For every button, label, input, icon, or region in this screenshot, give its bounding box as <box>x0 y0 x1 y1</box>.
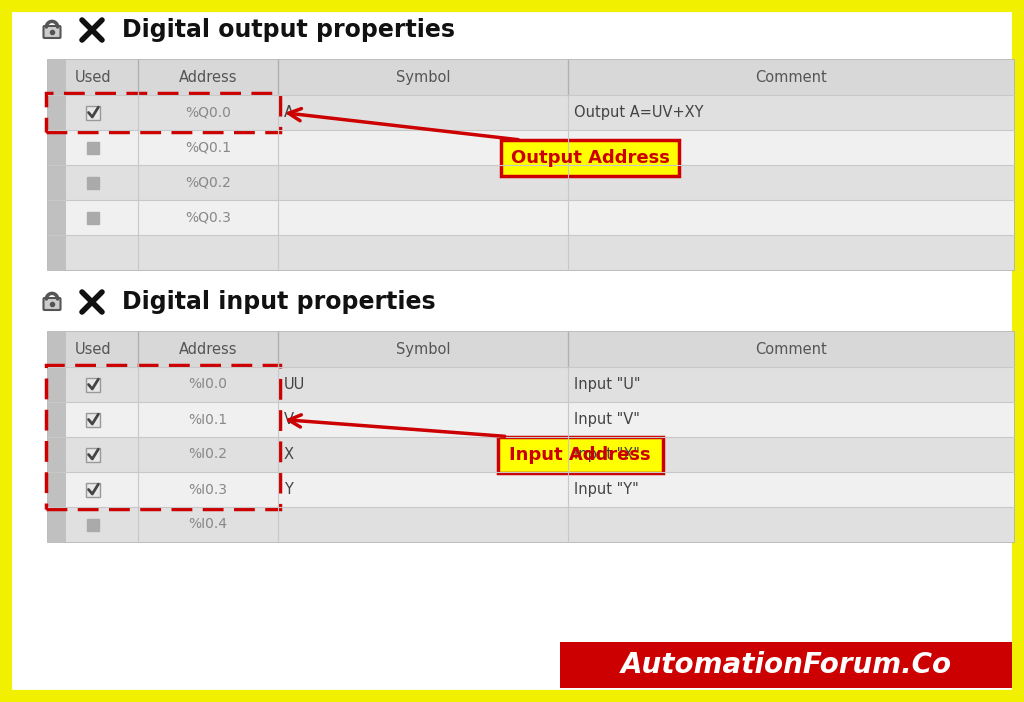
Text: Input "U": Input "U" <box>574 377 640 392</box>
Text: Input Address: Input Address <box>509 446 651 463</box>
Text: %Q0.0: %Q0.0 <box>185 105 231 119</box>
FancyBboxPatch shape <box>66 130 1014 165</box>
Text: %I0.3: %I0.3 <box>188 482 227 496</box>
FancyBboxPatch shape <box>87 176 99 189</box>
Text: Symbol: Symbol <box>395 70 451 85</box>
Text: Output A=UV+XY: Output A=UV+XY <box>574 105 703 120</box>
FancyBboxPatch shape <box>48 165 66 200</box>
Text: %Q0.1: %Q0.1 <box>185 140 231 154</box>
FancyBboxPatch shape <box>66 235 1014 270</box>
FancyBboxPatch shape <box>66 165 1014 200</box>
Text: %I0.0: %I0.0 <box>188 378 227 392</box>
Text: %I0.1: %I0.1 <box>188 413 227 427</box>
Text: Input "V": Input "V" <box>574 412 640 427</box>
FancyBboxPatch shape <box>66 402 1014 437</box>
FancyBboxPatch shape <box>87 211 99 223</box>
FancyBboxPatch shape <box>87 142 99 154</box>
FancyBboxPatch shape <box>48 332 1014 367</box>
Text: Symbol: Symbol <box>395 342 451 357</box>
Text: A: A <box>284 105 294 120</box>
FancyBboxPatch shape <box>48 235 66 270</box>
FancyBboxPatch shape <box>498 437 663 472</box>
FancyBboxPatch shape <box>48 507 66 542</box>
FancyBboxPatch shape <box>86 413 100 427</box>
Text: AutomationForum.Co: AutomationForum.Co <box>621 651 951 679</box>
FancyBboxPatch shape <box>10 10 1014 692</box>
FancyBboxPatch shape <box>66 367 1014 402</box>
FancyBboxPatch shape <box>48 437 66 472</box>
Text: UU: UU <box>284 377 305 392</box>
FancyBboxPatch shape <box>66 507 1014 542</box>
Text: Digital output properties: Digital output properties <box>122 18 455 42</box>
FancyBboxPatch shape <box>66 437 1014 472</box>
FancyBboxPatch shape <box>48 472 66 507</box>
FancyBboxPatch shape <box>86 447 100 461</box>
FancyBboxPatch shape <box>48 200 66 235</box>
FancyBboxPatch shape <box>501 140 679 176</box>
FancyBboxPatch shape <box>43 26 60 38</box>
FancyBboxPatch shape <box>86 378 100 392</box>
Text: Input "Y": Input "Y" <box>574 482 639 497</box>
Text: %I0.2: %I0.2 <box>188 447 227 461</box>
FancyBboxPatch shape <box>86 105 100 119</box>
FancyBboxPatch shape <box>86 482 100 496</box>
FancyBboxPatch shape <box>48 332 66 542</box>
FancyBboxPatch shape <box>560 642 1012 688</box>
Text: Digital input properties: Digital input properties <box>122 290 435 314</box>
Text: Used: Used <box>75 70 112 85</box>
FancyBboxPatch shape <box>48 402 66 437</box>
FancyBboxPatch shape <box>43 298 60 310</box>
FancyBboxPatch shape <box>48 95 66 130</box>
Text: Y: Y <box>284 482 293 497</box>
FancyBboxPatch shape <box>66 95 1014 130</box>
Text: Output Address: Output Address <box>511 149 670 167</box>
FancyBboxPatch shape <box>48 130 66 165</box>
FancyBboxPatch shape <box>48 367 66 402</box>
Text: Input "X": Input "X" <box>574 447 640 462</box>
FancyBboxPatch shape <box>66 472 1014 507</box>
Text: Used: Used <box>75 342 112 357</box>
FancyBboxPatch shape <box>87 519 99 531</box>
FancyBboxPatch shape <box>48 60 66 270</box>
Text: %Q0.3: %Q0.3 <box>185 211 231 225</box>
FancyBboxPatch shape <box>48 60 1014 95</box>
FancyBboxPatch shape <box>48 332 1014 542</box>
Text: Address: Address <box>179 342 238 357</box>
FancyBboxPatch shape <box>48 60 1014 270</box>
Text: %I0.4: %I0.4 <box>188 517 227 531</box>
Text: X: X <box>284 447 294 462</box>
Text: %Q0.2: %Q0.2 <box>185 176 231 190</box>
Text: V: V <box>284 412 294 427</box>
Text: Address: Address <box>179 70 238 85</box>
FancyBboxPatch shape <box>66 200 1014 235</box>
Text: Comment: Comment <box>755 70 826 85</box>
Text: Comment: Comment <box>755 342 826 357</box>
